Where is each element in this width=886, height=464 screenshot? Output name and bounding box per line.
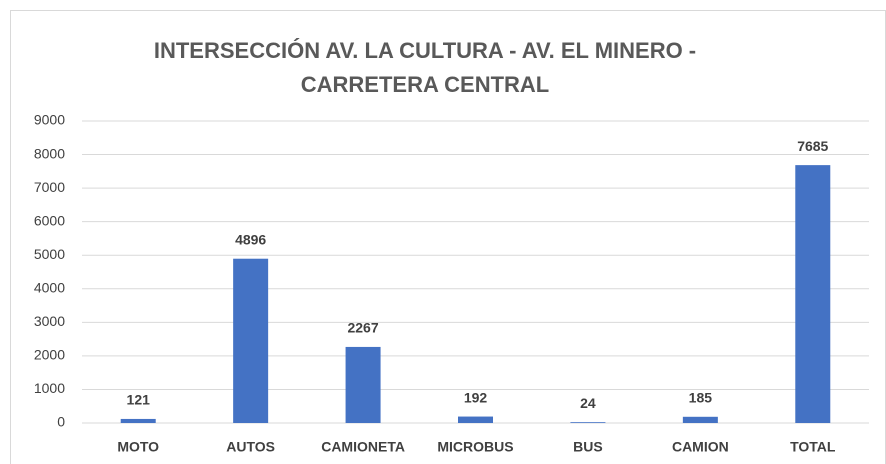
chart-border: [10, 10, 886, 464]
bar: [345, 346, 381, 423]
x-tick-label: MICROBUS: [437, 439, 513, 455]
chart-title: CARRETERA CENTRAL: [301, 72, 550, 97]
x-tick-label: BUS: [573, 439, 603, 455]
y-tick-label: 3000: [34, 313, 65, 329]
y-tick-label: 8000: [34, 145, 65, 161]
x-tick-label: TOTAL: [790, 439, 836, 455]
bar: [120, 418, 156, 423]
bar: [458, 416, 493, 423]
bar: [233, 258, 269, 423]
data-label: 185: [689, 389, 713, 405]
data-label: 24: [580, 395, 596, 411]
y-tick-label: 9000: [34, 112, 65, 128]
data-label: 4896: [235, 231, 266, 247]
data-label: 7685: [797, 138, 828, 154]
y-tick-label: 2000: [34, 347, 65, 363]
chart-title: INTERSECCIÓN AV. LA CULTURA - AV. EL MIN…: [154, 38, 696, 63]
bar: [682, 416, 718, 423]
y-tick-label: 7000: [34, 179, 65, 195]
x-tick-label: CAMIONETA: [321, 439, 405, 455]
y-tick-label: 5000: [34, 246, 65, 262]
data-label: 121: [127, 392, 151, 408]
x-tick-label: AUTOS: [226, 439, 275, 455]
data-label: 2267: [347, 320, 378, 336]
y-tick-label: 1000: [34, 380, 65, 396]
y-tick-label: 4000: [34, 279, 65, 295]
x-tick-label: CAMION: [672, 439, 729, 455]
x-tick-label: MOTO: [117, 439, 159, 455]
y-tick-label: 6000: [34, 212, 65, 228]
bar: [795, 165, 831, 423]
data-label: 192: [464, 389, 488, 405]
y-tick-label: 0: [57, 414, 65, 430]
bar: [570, 422, 606, 423]
